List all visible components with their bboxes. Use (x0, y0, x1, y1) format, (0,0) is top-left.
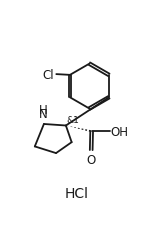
Text: OH: OH (111, 125, 129, 138)
Text: H: H (39, 104, 48, 117)
Text: HCl: HCl (65, 186, 88, 200)
Text: Cl: Cl (42, 68, 54, 81)
Text: O: O (87, 153, 96, 166)
Text: N: N (39, 108, 48, 121)
Text: &1: &1 (67, 115, 80, 124)
